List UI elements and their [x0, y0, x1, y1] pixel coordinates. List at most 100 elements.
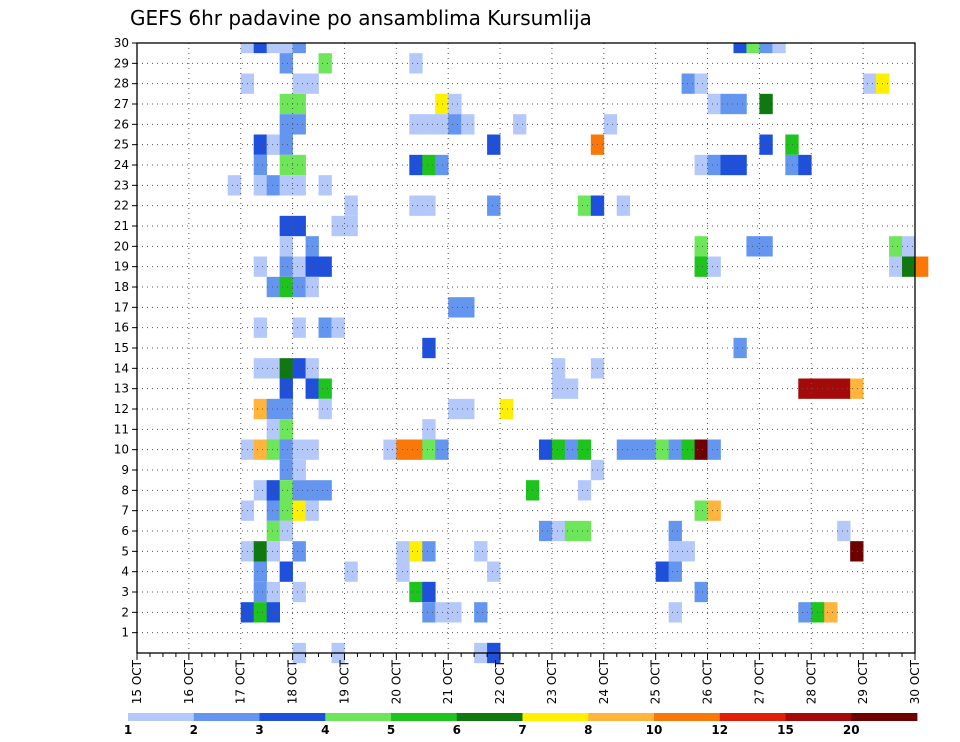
heatmap-cell: [422, 114, 436, 135]
heatmap-cell: [292, 43, 306, 54]
heatmap-cell: [668, 541, 682, 562]
y-tick-label: 8: [121, 483, 129, 497]
heatmap-cell: [279, 358, 293, 379]
heatmap-cell: [577, 195, 592, 216]
heatmap-cell: [448, 398, 462, 420]
heatmap-cell: [318, 317, 332, 338]
heatmap-cell: [487, 561, 501, 582]
y-tick-label: 26: [114, 117, 129, 131]
heatmap-cell: [279, 459, 293, 481]
heatmap-cell: [253, 561, 268, 582]
heatmap-cell: [318, 480, 332, 501]
heatmap-cell: [850, 378, 864, 399]
heatmap-cell: [681, 439, 695, 460]
heatmap-cell: [435, 439, 449, 460]
heatmap-cell: [279, 93, 293, 115]
colorbar-label: 20: [843, 723, 860, 737]
y-tick-label: 16: [114, 321, 129, 335]
heatmap-cell: [344, 195, 358, 216]
heatmap-cell: [279, 134, 293, 155]
heatmap-cell: [746, 43, 760, 54]
heatmap-cell: [279, 480, 293, 501]
heatmap-cell: [292, 480, 306, 501]
colorbar-swatch: [719, 713, 786, 721]
heatmap-cell: [422, 337, 436, 359]
colorbar-swatch: [654, 713, 721, 721]
heatmap-cell: [279, 53, 293, 74]
heatmap-cell: [253, 439, 268, 460]
colorbar-label: 10: [646, 723, 663, 737]
x-tick-label: 30 OCT: [908, 659, 922, 704]
heatmap-cell: [253, 134, 268, 155]
heatmap-cell: [798, 378, 812, 399]
heatmap-cell: [694, 439, 708, 460]
heatmap-cell: [474, 602, 488, 623]
x-tick-label: 18 OCT: [286, 659, 300, 704]
colorbar-swatch: [785, 713, 852, 721]
heatmap-cell: [487, 134, 501, 155]
heatmap-cell: [785, 154, 799, 176]
heatmap-cell: [435, 114, 449, 135]
heatmap-cell: [733, 43, 747, 54]
heatmap-cell: [279, 215, 293, 237]
heatmap-cell: [837, 378, 851, 399]
heatmap-cell: [409, 154, 423, 176]
heatmap-cell: [448, 602, 462, 623]
heatmap-cell: [733, 337, 747, 359]
heatmap-cell: [409, 53, 423, 74]
colorbar-label: 7: [518, 723, 526, 737]
y-tick-label: 13: [114, 382, 129, 396]
heatmap-cell: [707, 439, 721, 460]
x-tick-label: 28 OCT: [804, 659, 818, 704]
heatmap-cell: [538, 439, 553, 460]
heatmap-cell: [266, 419, 280, 440]
heatmap-cell: [292, 500, 306, 521]
chart-title: GEFS 6hr padavine po ansamblima Kursumli…: [130, 6, 592, 30]
heatmap-cell: [564, 439, 579, 460]
heatmap-cell: [435, 602, 449, 623]
x-tick-label: 15 OCT: [130, 659, 144, 704]
colorbar-swatch: [259, 713, 326, 721]
heatmap-cell: [551, 358, 566, 379]
heatmap-cell: [474, 541, 488, 562]
y-tick-label: 28: [114, 77, 129, 91]
heatmap-cell: [577, 520, 592, 542]
y-tick-label: 11: [114, 422, 129, 436]
heatmap-cell: [344, 561, 358, 582]
heatmap-cell: [292, 581, 306, 603]
y-tick-label: 12: [114, 402, 129, 416]
heatmap-cell: [292, 358, 306, 379]
y-tick-label: 25: [114, 138, 129, 152]
heatmap-cell: [253, 175, 268, 196]
heatmap-cell: [292, 541, 306, 562]
heatmap-cell: [902, 236, 916, 257]
colorbar-swatch: [456, 713, 523, 721]
heatmap-cell: [266, 43, 280, 54]
heatmap-cell: [253, 358, 268, 379]
heatmap-cell: [759, 93, 773, 115]
heatmap-cell: [279, 236, 293, 257]
colorbar-swatch: [588, 713, 655, 721]
heatmap-cell: [422, 581, 436, 603]
colorbar-label: 3: [255, 723, 263, 737]
heatmap-cell: [422, 419, 436, 440]
heatmap-cell: [383, 439, 397, 460]
heatmap-cell: [733, 154, 747, 176]
heatmap-cell: [266, 541, 280, 562]
heatmap-cell: [279, 378, 293, 399]
heatmap-cell: [292, 154, 306, 176]
heatmap-cell: [253, 602, 268, 623]
heatmap-cell: [331, 317, 345, 338]
heatmap-cell: [435, 154, 449, 176]
y-tick-label: 29: [114, 56, 129, 70]
y-tick-label: 15: [114, 341, 129, 355]
y-tick-label: 18: [114, 280, 129, 294]
heatmap-cell: [292, 114, 306, 135]
heatmap-cell: [577, 480, 592, 501]
heatmap-cell: [266, 602, 280, 623]
heatmap-cell: [253, 256, 268, 277]
heatmap-cell: [318, 53, 332, 74]
heatmap-cell: [889, 256, 903, 277]
heatmap-cell: [551, 520, 566, 542]
x-tick-label: 26 OCT: [701, 659, 715, 704]
